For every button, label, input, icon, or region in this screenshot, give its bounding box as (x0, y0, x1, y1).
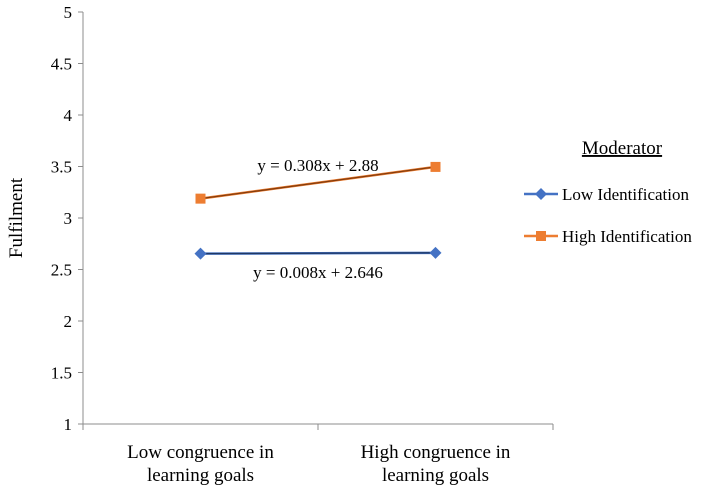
y-tick-label: 1 (64, 415, 73, 434)
trendline (200, 166, 436, 200)
series-point-square (195, 193, 206, 204)
legend: Moderator Low Identification High Identif… (524, 138, 692, 246)
legend-item: Low Identification (524, 185, 689, 204)
y-tick-labels: 1 1.5 2 2.5 3 3.5 4 4.5 5 (51, 3, 73, 434)
series-point-square (430, 161, 441, 172)
y-tick-label: 4.5 (51, 55, 72, 74)
x-tick-labels: Low congruence in learning goals High cong… (127, 442, 511, 486)
series-point-square (536, 231, 546, 241)
trendline (200, 252, 436, 255)
x-tick-label: High congruence in learning goals (361, 442, 511, 486)
y-tick-label: 3 (64, 209, 73, 228)
series-point-diamond (535, 188, 547, 200)
series-low-identification: y = 0.008x + 2.646 (194, 246, 442, 282)
legend-label: Low Identification (562, 185, 689, 204)
y-tick-label: 1.5 (51, 364, 72, 383)
y-axis-title: Fulfilment (6, 177, 27, 258)
trendline-equation-label: y = 0.308x + 2.88 (257, 156, 378, 175)
y-tick-label: 3.5 (51, 158, 72, 177)
trendline-equation-label: y = 0.008x + 2.646 (253, 263, 383, 282)
series-high-identification: y = 0.308x + 2.88 (195, 156, 441, 204)
y-tick-label: 5 (64, 3, 73, 22)
series-layer: y = 0.008x + 2.646 y = 0.308x + 2.88 (194, 156, 442, 282)
legend-item: High Identification (524, 227, 692, 246)
series-point-diamond (194, 247, 207, 260)
y-tick-label: 4 (64, 106, 73, 125)
legend-title: Moderator (582, 138, 663, 159)
legend-label: High Identification (562, 227, 692, 246)
x-tick-label: Low congruence in learning goals (127, 442, 274, 486)
y-tick-label: 2.5 (51, 261, 72, 280)
y-tick-label: 2 (64, 312, 73, 331)
series-point-diamond (429, 246, 442, 259)
axes (78, 11, 554, 430)
